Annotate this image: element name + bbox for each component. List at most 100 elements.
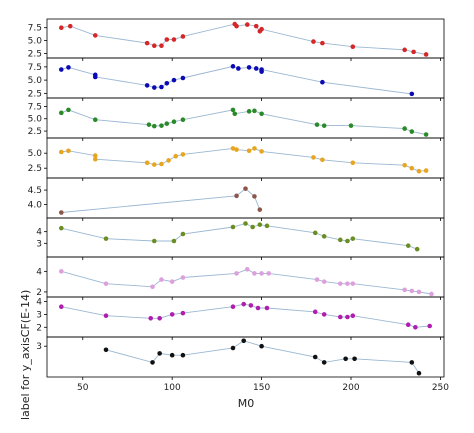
data-point	[350, 44, 356, 50]
data-point	[241, 301, 247, 307]
data-point	[159, 277, 164, 282]
data-point	[241, 338, 247, 344]
data-point	[253, 23, 259, 29]
data-point	[148, 315, 154, 321]
panel-5: 4.04.5	[28, 177, 445, 221]
series-line	[61, 23, 427, 55]
data-point	[246, 109, 252, 114]
data-point	[173, 153, 179, 159]
y-tick-label: 3	[36, 310, 42, 320]
data-point	[232, 111, 238, 117]
data-point	[252, 194, 257, 199]
data-point	[345, 238, 350, 244]
data-point	[244, 266, 250, 272]
data-point	[409, 288, 415, 294]
data-point	[246, 65, 252, 70]
data-point	[164, 121, 170, 126]
data-point	[429, 291, 434, 297]
data-point	[171, 238, 177, 244]
data-point	[171, 119, 177, 124]
data-point	[66, 65, 71, 70]
data-point	[402, 126, 407, 131]
series-line	[61, 188, 261, 213]
y-tick-label: 2	[36, 288, 42, 298]
data-point	[151, 123, 157, 129]
data-point	[312, 309, 318, 315]
data-point	[413, 324, 418, 330]
data-point	[180, 75, 186, 81]
data-point	[409, 129, 415, 134]
data-point	[259, 26, 264, 32]
data-point	[350, 160, 356, 166]
y-tick-label: 5.0	[28, 37, 43, 47]
data-point	[92, 153, 98, 158]
data-point	[234, 193, 239, 199]
data-point	[59, 210, 64, 215]
data-point	[320, 40, 325, 46]
data-point	[314, 277, 320, 282]
data-point	[259, 271, 264, 276]
data-point	[150, 360, 155, 365]
panel-4: 2.5 5.0	[28, 137, 445, 181]
data-point	[180, 34, 186, 39]
data-point	[257, 222, 263, 227]
data-point	[180, 117, 186, 123]
data-point	[230, 146, 236, 151]
panel-frame	[46, 137, 445, 179]
panel-1: 2.5 5.0 7.5	[28, 18, 445, 61]
data-point	[144, 160, 150, 166]
data-point	[416, 370, 422, 376]
x-tick-label: 150	[253, 383, 270, 393]
panel-frame	[46, 57, 445, 99]
data-point	[311, 155, 316, 160]
data-point	[157, 315, 162, 321]
y-tick-label: 4	[36, 267, 42, 277]
data-point	[59, 25, 64, 30]
data-point	[250, 224, 255, 230]
panel-9: 3	[36, 336, 445, 380]
data-point	[66, 107, 71, 113]
y-tick-label: 4.5	[28, 186, 42, 196]
data-point	[252, 271, 257, 276]
data-point	[345, 281, 350, 286]
data-point	[312, 230, 318, 236]
data-point	[243, 221, 248, 226]
data-point	[255, 305, 261, 311]
data-point	[169, 312, 175, 317]
data-point	[234, 147, 239, 152]
panel-frame	[46, 97, 445, 139]
y-tick-label: 7.5	[28, 63, 42, 73]
y-tick-label: 4.0	[28, 200, 43, 210]
panel-frame	[46, 177, 445, 219]
data-point	[144, 40, 150, 46]
data-point	[151, 85, 157, 90]
data-point	[146, 122, 152, 127]
data-point	[230, 64, 236, 69]
series-line	[61, 147, 427, 172]
data-point	[409, 360, 415, 365]
data-point	[252, 146, 257, 151]
y-tick-label: 7.5	[28, 24, 42, 34]
data-point	[151, 43, 157, 49]
data-point	[230, 304, 236, 310]
y-axis-offset-text: CF(E-14)	[19, 290, 32, 338]
y-tick-label: 4	[36, 228, 42, 238]
data-point	[59, 225, 64, 231]
data-point	[171, 37, 177, 42]
data-point	[252, 108, 257, 114]
panel-6: 34	[36, 217, 445, 260]
data-point	[409, 165, 415, 171]
data-point	[259, 149, 264, 154]
data-point	[423, 168, 429, 173]
data-point	[171, 77, 177, 83]
y-tick-label: 2.5	[28, 89, 42, 99]
data-point	[352, 356, 357, 362]
data-point	[321, 279, 327, 284]
data-point	[166, 158, 171, 163]
data-point	[345, 314, 350, 320]
y-tick-label: 2.5	[28, 127, 42, 137]
data-point	[423, 132, 429, 137]
data-point	[92, 117, 98, 123]
x-tick-label: 200	[342, 383, 359, 393]
data-point	[259, 343, 264, 349]
